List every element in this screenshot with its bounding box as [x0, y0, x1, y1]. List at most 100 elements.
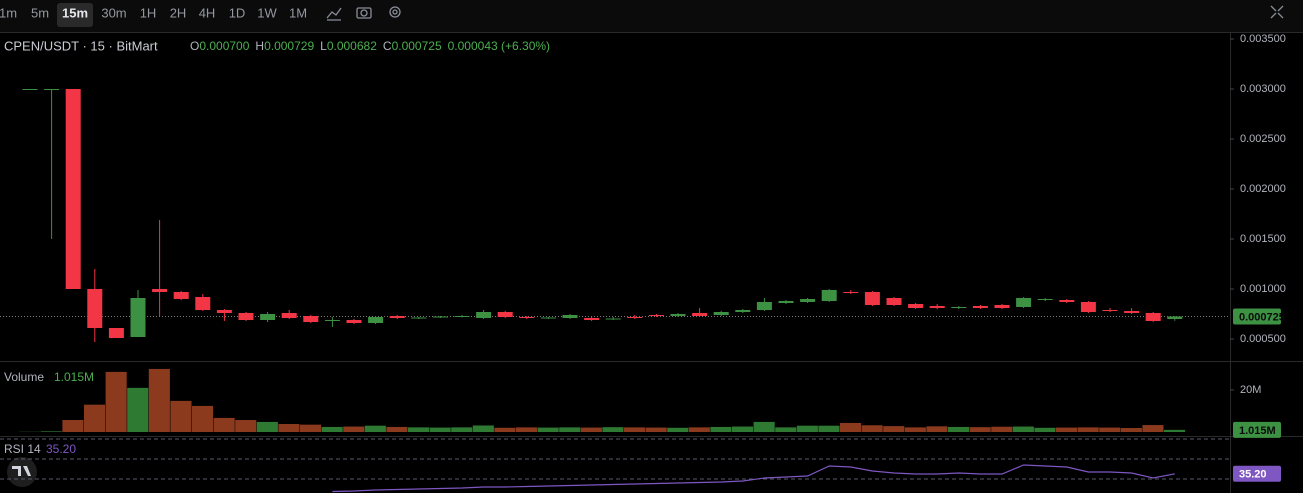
ohlc-value: 0.000729 — [264, 39, 314, 53]
candle-body — [152, 289, 168, 292]
volume-bar — [170, 400, 192, 432]
interval-button[interactable]: 1W — [257, 5, 277, 20]
volume-bar — [732, 426, 754, 432]
candle-body — [281, 313, 297, 318]
volume-bar — [213, 417, 235, 432]
volume-bar — [105, 371, 127, 432]
volume-bar — [429, 427, 451, 432]
candle-body — [951, 307, 967, 308]
volume-bar — [775, 427, 797, 432]
price-badge — [1233, 421, 1281, 438]
volume-bar — [948, 426, 970, 432]
price-badge — [1233, 465, 1281, 482]
volume-bar — [364, 425, 386, 432]
volume-bar — [1164, 429, 1186, 432]
volume-bar — [883, 426, 905, 432]
candle-body — [1167, 316, 1183, 319]
candle-body — [411, 317, 427, 319]
interval-button[interactable]: 1m — [0, 5, 17, 20]
candle-body — [713, 312, 729, 315]
volume-bar — [1099, 427, 1121, 432]
candle-body — [670, 314, 686, 316]
interval-button[interactable]: 4H — [199, 5, 216, 20]
interval-button[interactable]: 15m — [62, 5, 88, 20]
rsi-legend: RSI 14 — [4, 442, 41, 456]
candle-body — [648, 315, 664, 316]
ohlc-value: 0.000682 — [327, 39, 377, 53]
volume-bar — [1077, 427, 1099, 432]
candle-body — [1016, 298, 1032, 307]
interval-button[interactable]: 2H — [170, 5, 187, 20]
volume-bar — [256, 421, 278, 432]
settings-icon[interactable] — [389, 6, 401, 18]
y-tick-label: 0.003000 — [1240, 83, 1286, 95]
candle-body — [1059, 300, 1075, 302]
rsi-line — [332, 464, 1175, 493]
candle-body — [584, 318, 600, 320]
y-tick-label: 0.002500 — [1240, 133, 1286, 145]
price-badge-label: 35.20 — [1239, 469, 1267, 481]
interval-button[interactable]: 1H — [140, 5, 157, 20]
price-badge-label: 0.000725 — [1239, 311, 1285, 323]
change-value: 0.000043 (+6.30%) — [448, 39, 550, 53]
fullscreen-icon[interactable] — [1270, 5, 1284, 19]
candle-body — [800, 299, 816, 302]
candle-body — [929, 306, 945, 308]
ohlc-key: H — [255, 39, 264, 53]
volume-bar — [537, 427, 559, 432]
interval-button[interactable]: 30m — [101, 5, 126, 20]
candle-body — [260, 314, 276, 320]
volume-bar — [1034, 427, 1056, 432]
candle-body — [972, 306, 988, 308]
candle-body — [1037, 299, 1053, 300]
candle-body — [1102, 310, 1118, 311]
y-tick-label: 0.003500 — [1240, 33, 1286, 45]
candle-body — [540, 317, 556, 319]
volume-bar — [386, 426, 408, 432]
ohlc-key: L — [320, 39, 327, 53]
candle-body — [864, 292, 880, 305]
toolbar — [0, 0, 1303, 32]
volume-bar — [580, 427, 602, 432]
volume-bar — [624, 427, 646, 432]
candle-body — [303, 316, 319, 322]
volume-bar — [1056, 427, 1078, 432]
candle-body — [778, 301, 794, 303]
candle-body — [1145, 313, 1161, 321]
volume-bar — [278, 424, 300, 432]
candle-body — [735, 310, 751, 312]
volume-bar — [300, 424, 322, 432]
candle-body — [216, 310, 232, 313]
volume-bar — [753, 421, 775, 432]
candle-body — [886, 298, 902, 305]
candle-body — [497, 312, 513, 317]
candle-body — [22, 89, 38, 90]
candle-body — [65, 89, 81, 289]
interval-button[interactable]: 5m — [31, 5, 49, 20]
candle-body — [562, 315, 578, 318]
y-tick-label: 0.001500 — [1240, 233, 1286, 245]
volume-bar — [1142, 425, 1164, 432]
candle-body — [432, 316, 448, 318]
volume-bar — [602, 427, 624, 432]
volume-bar — [926, 426, 948, 432]
candle-body — [238, 313, 254, 320]
active-interval — [57, 3, 93, 27]
candle-body — [368, 317, 384, 323]
candle-body — [1080, 302, 1096, 312]
price-badge-label: 1.015M — [1239, 425, 1276, 437]
interval-button[interactable]: 1M — [289, 5, 307, 20]
volume-bar — [148, 368, 170, 432]
interval-button[interactable]: 1D — [229, 5, 246, 20]
candle-body — [324, 320, 340, 321]
volume-bar — [840, 422, 862, 432]
candle-body — [130, 298, 146, 337]
indicator-icon[interactable] — [326, 7, 342, 21]
y-tick-label: 0.001000 — [1240, 283, 1286, 295]
volume-bar — [408, 427, 430, 432]
volume-bar — [1012, 426, 1034, 432]
candle-body — [756, 302, 772, 310]
volume-bar — [40, 431, 62, 432]
snapshot-icon[interactable] — [356, 7, 372, 19]
